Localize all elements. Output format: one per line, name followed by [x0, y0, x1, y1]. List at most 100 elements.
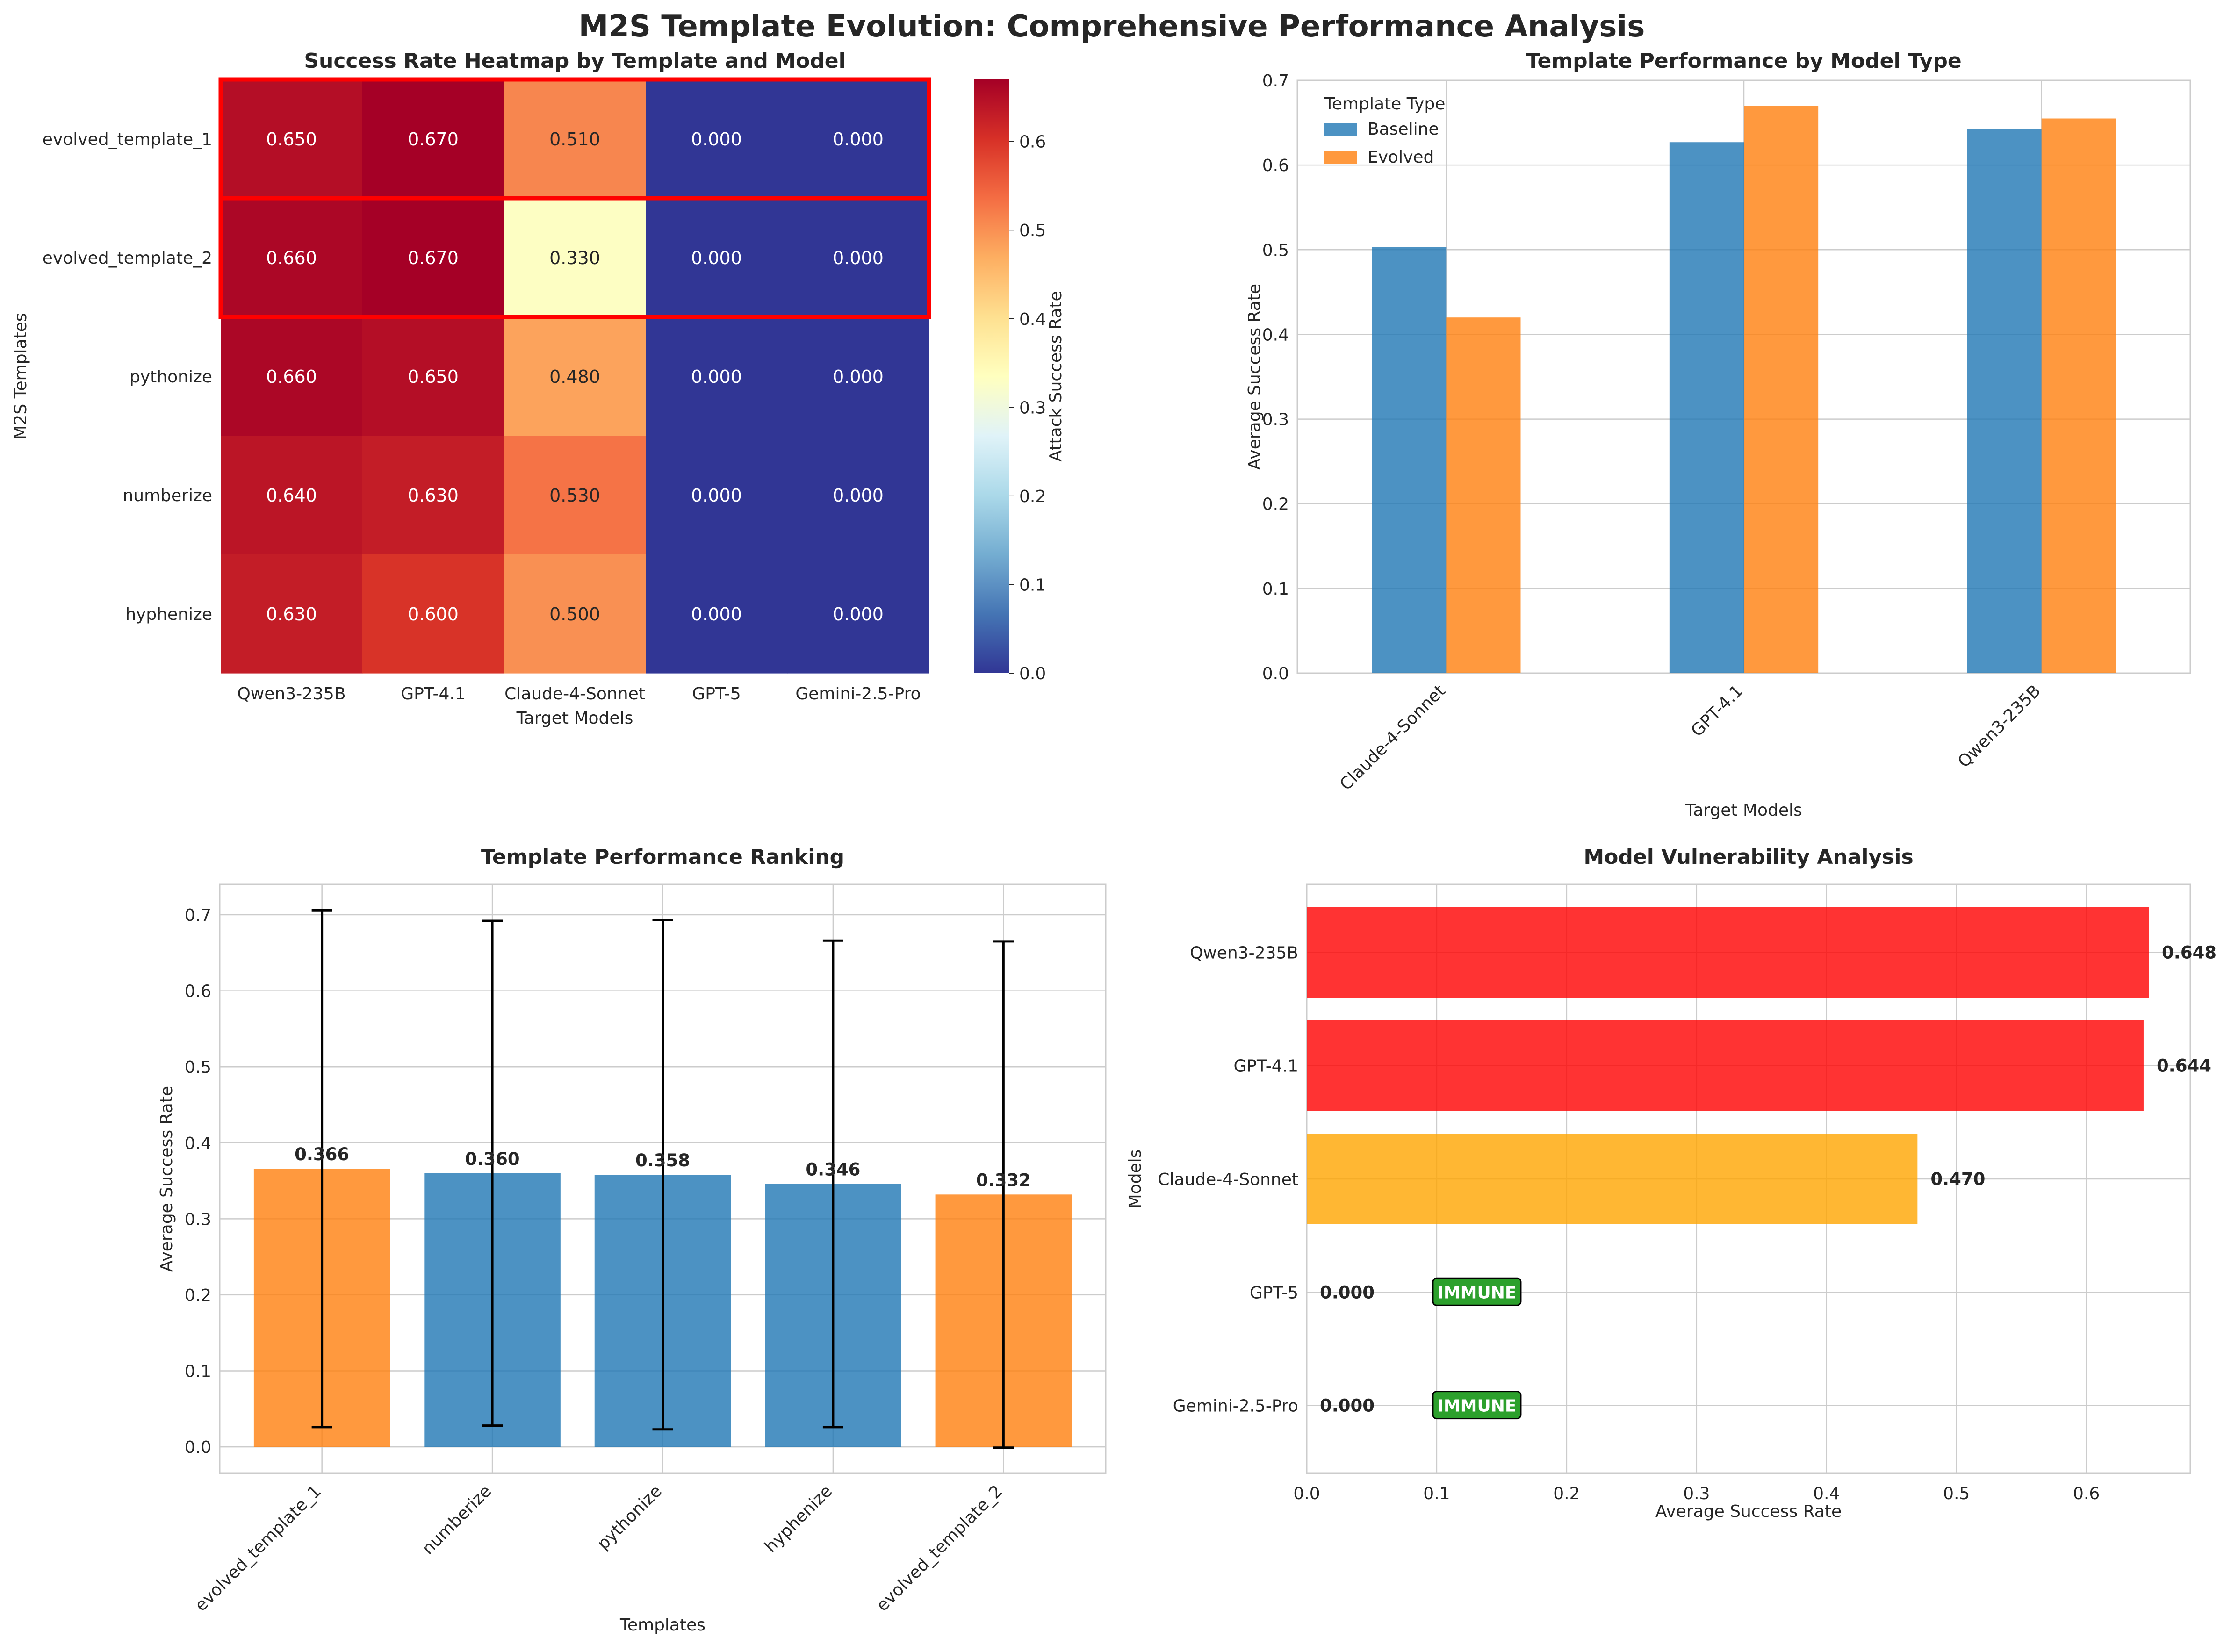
heatmap-col-label: GPT-5 — [692, 684, 741, 704]
group-bar-evolved — [1446, 317, 1521, 673]
vuln-xtick-label: 0.1 — [1423, 1484, 1450, 1503]
rank-ytick-label: 0.0 — [185, 1438, 211, 1457]
heatmap-cell — [221, 198, 363, 317]
figure-title: M2S Template Evolution: Comprehensive Pe… — [579, 9, 1645, 44]
vulnerability-panel: Model Vulnerability Analysis 0.0 0.1 0.2 0.3… — [1126, 845, 2217, 1521]
heatmap-cell-label: 0.000 — [691, 366, 742, 387]
group-bar-baseline — [1967, 129, 2042, 673]
vuln-value-label: 0.470 — [1930, 1169, 1985, 1189]
group-title: Template Performance by Model Type — [1526, 49, 1961, 73]
rank-ylabel: Average Success Rate — [157, 1086, 176, 1272]
heatmap-cell-label: 0.630 — [266, 604, 317, 625]
immune-badge — [1432, 1277, 1522, 1306]
group-ytick-label: 0.6 — [1262, 156, 1289, 175]
highlight-box — [218, 196, 931, 319]
heatmap-cell-label: 0.480 — [549, 366, 600, 387]
heatmap-cell — [787, 436, 929, 555]
vuln-value-label: 0.644 — [2157, 1056, 2211, 1076]
heatmap-cell-label: 0.510 — [549, 129, 600, 150]
colorbar-tick-label: 0.3 — [1019, 398, 1046, 417]
group-xtick-label: GPT-4.1 — [1687, 681, 1747, 740]
heatmap-cell-label: 0.330 — [549, 248, 600, 268]
vuln-xlabel: Average Success Rate — [1655, 1502, 1842, 1521]
legend-label: Evolved — [1368, 148, 1434, 167]
rank-ytick-label: 0.1 — [185, 1362, 211, 1381]
heatmap-cell — [221, 436, 363, 555]
heatmap-cell — [646, 198, 788, 317]
heatmap-col-label: Gemini-2.5-Pro — [795, 684, 921, 704]
heatmap-cell-label: 0.000 — [833, 366, 884, 387]
vuln-xtick-label: 0.6 — [2073, 1484, 2100, 1503]
immune-badge-label: IMMUNE — [1437, 1397, 1516, 1416]
rank-ytick-label: 0.4 — [185, 1134, 211, 1153]
colorbar-tick-label: 0.0 — [1019, 664, 1046, 683]
legend-title: Template Type — [1324, 94, 1445, 114]
group-xtick-label: Claude-4-Sonnet — [1336, 681, 1449, 794]
vuln-value-label: 0.648 — [2162, 942, 2217, 962]
ranking-bar-panel: Template Performance Ranking 0.0 0.1 0.2 0.3… — [157, 845, 1107, 1635]
heatmap-row-label: pythonize — [130, 367, 212, 387]
legend-swatch — [1324, 151, 1357, 164]
heatmap-cell — [221, 79, 363, 199]
heatmap-cell — [646, 317, 788, 436]
heatmap-cell — [221, 554, 363, 674]
heatmap-cell-label: 0.670 — [408, 129, 459, 150]
heatmap-cell-label: 0.530 — [549, 485, 600, 506]
heatmap-cell — [362, 317, 504, 436]
heatmap-cell-label: 0.660 — [266, 248, 317, 268]
heatmap-cell — [787, 79, 929, 199]
vuln-xtick-label: 0.3 — [1683, 1484, 1710, 1503]
rank-xtick-label: hyphenize — [761, 1481, 836, 1556]
heatmap-row-label: evolved_template_1 — [43, 130, 212, 149]
heatmap-cell-label: 0.660 — [266, 366, 317, 387]
heatmap-cell — [362, 554, 504, 674]
vuln-ylabel: Models — [1126, 1149, 1145, 1209]
heatmap-cell-label: 0.000 — [691, 248, 742, 268]
vuln-value-label: 0.000 — [1320, 1282, 1375, 1302]
heatmap-cell — [362, 198, 504, 317]
grouped-bar-panel: Template Performance by Model Type 0.0 0.1… — [1245, 49, 2191, 820]
rank-xtick-label: numberize — [418, 1481, 495, 1558]
heatmap-cell — [646, 554, 788, 674]
legend-swatch — [1324, 123, 1357, 136]
heatmap-cell — [504, 436, 646, 555]
group-ytick-label: 0.1 — [1262, 580, 1289, 599]
heatmap-cell — [787, 317, 929, 436]
heatmap-cell-label: 0.650 — [266, 129, 317, 150]
group-ytick-label: 0.4 — [1262, 325, 1289, 345]
rank-value-label: 0.332 — [976, 1170, 1031, 1190]
rank-title: Template Performance Ranking — [481, 845, 844, 869]
heatmap-cell-label: 0.000 — [833, 604, 884, 625]
rank-xtick-label: evolved_template_1 — [191, 1481, 325, 1615]
heatmap-cell-label: 0.000 — [833, 485, 884, 506]
heatmap-row-label: numberize — [122, 486, 212, 505]
heatmap-ylabel: M2S Templates — [11, 313, 30, 439]
vuln-ytick-label: GPT-5 — [1250, 1283, 1298, 1302]
heatmap-cell-label: 0.000 — [691, 129, 742, 150]
heatmap-cell-label: 0.000 — [691, 485, 742, 506]
heatmap-title: Success Rate Heatmap by Template and Mod… — [304, 49, 845, 73]
group-bar-evolved — [1744, 106, 1819, 673]
heatmap-cell — [504, 198, 646, 317]
colorbar-tick-label: 0.5 — [1019, 221, 1046, 240]
vuln-bar — [1307, 907, 2149, 998]
vuln-value-label: 0.000 — [1320, 1396, 1375, 1416]
group-ytick-label: 0.5 — [1262, 241, 1289, 260]
rank-ytick-label: 0.7 — [185, 906, 211, 925]
rank-value-label: 0.360 — [465, 1149, 520, 1169]
vuln-xtick-label: 0.5 — [1943, 1484, 1970, 1503]
heatmap-cell-label: 0.000 — [691, 604, 742, 625]
vuln-xtick-label: 0.2 — [1553, 1484, 1580, 1503]
vuln-bar — [1307, 1020, 2144, 1111]
heatmap-cell — [221, 317, 363, 436]
heatmap-cell — [787, 554, 929, 674]
colorbar — [974, 79, 1009, 673]
vuln-xtick-label: 0.4 — [1813, 1484, 1840, 1503]
heatmap-cell-label: 0.000 — [833, 129, 884, 150]
vuln-ytick-label: Qwen3-235B — [1190, 943, 1298, 962]
immune-badge — [1432, 1391, 1522, 1420]
colorbar-tick-label: 0.1 — [1019, 575, 1046, 595]
rank-value-label: 0.366 — [295, 1144, 349, 1164]
group-ytick-label: 0.7 — [1262, 72, 1289, 91]
